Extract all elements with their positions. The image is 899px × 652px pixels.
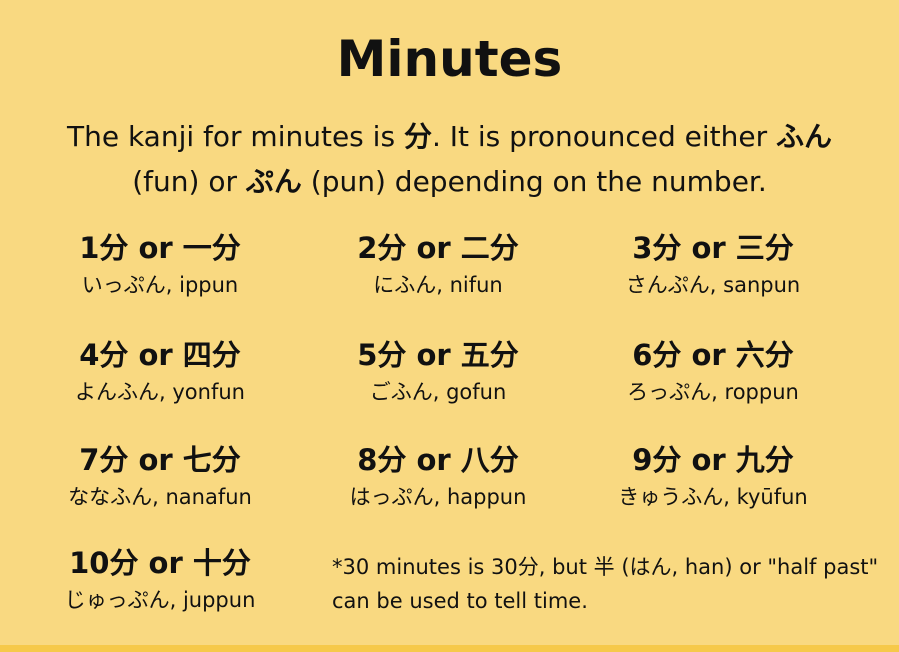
item-heading: 1分 or 一分 (79, 231, 241, 265)
item-heading: 9分 or 九分 (632, 443, 794, 477)
pun-kana: ぷん (245, 165, 302, 198)
item-heading: 7分 or 七分 (79, 443, 241, 477)
minute-item-8: 8分 or 八分はっぷん, happun (298, 442, 578, 512)
item-heading: 10分 or 十分 (69, 546, 251, 580)
item-reading: ななふん, nanafun (68, 485, 252, 509)
item-heading: 5分 or 五分 (357, 338, 519, 372)
minute-item-2: 2分 or 二分にふん, nifun (298, 230, 578, 300)
minute-item-4: 4分 or 四分よんふん, yonfun (20, 337, 300, 407)
intro-part: (fun) or (132, 165, 246, 198)
item-heading: 8分 or 八分 (357, 443, 519, 477)
item-reading: さんぷん, sanpun (625, 273, 801, 297)
page-title: Minutes (336, 30, 563, 88)
minute-item-10: 10分 or 十分じゅっぷん, juppun (20, 545, 300, 615)
item-reading: はっぷん, happun (349, 485, 527, 509)
intro-part: The kanji for minutes is (66, 120, 404, 153)
bottom-strip (0, 645, 899, 652)
item-reading: きゅうふん, kyūfun (618, 485, 808, 509)
intro-text: The kanji for minutes is 分. It is pronou… (20, 114, 879, 204)
item-reading: よんふん, yonfun (75, 380, 245, 404)
item-reading: にふん, nifun (373, 273, 503, 297)
minute-item-3: 3分 or 三分さんぷん, sanpun (573, 230, 853, 300)
intro-part: . It is pronounced either (431, 120, 777, 153)
minute-item-5: 5分 or 五分ごふん, gofun (298, 337, 578, 407)
item-heading: 4分 or 四分 (79, 338, 241, 372)
intro-part: (pun) depending on the number. (301, 165, 767, 198)
fun-kana: ふん (776, 120, 833, 153)
half-past-note: *30 minutes is 30分, but 半 (はん, han) or "… (332, 555, 879, 613)
minute-item-9: 9分 or 九分きゅうふん, kyūfun (573, 442, 853, 512)
item-heading: 3分 or 三分 (632, 231, 794, 265)
item-reading: ろっぷん, roppun (627, 380, 799, 404)
item-heading: 6分 or 六分 (632, 338, 794, 372)
item-reading: ごふん, gofun (369, 380, 507, 404)
minute-item-6: 6分 or 六分ろっぷん, roppun (573, 337, 853, 407)
item-heading: 2分 or 二分 (357, 231, 519, 265)
item-reading: いっぷん, ippun (81, 273, 239, 297)
minute-item-1: 1分 or 一分いっぷん, ippun (20, 230, 300, 300)
minute-item-7: 7分 or 七分ななふん, nanafun (20, 442, 300, 512)
item-reading: じゅっぷん, juppun (64, 588, 256, 612)
minutes-kanji: 分 (403, 120, 432, 153)
